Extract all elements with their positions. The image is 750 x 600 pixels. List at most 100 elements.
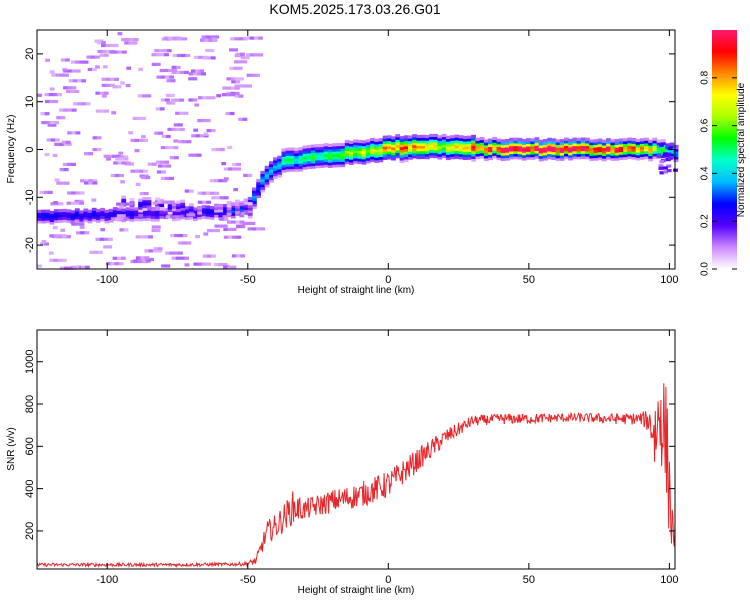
spectrogram-cell [420,150,426,154]
spectrogram-cell [445,146,451,150]
spectrogram-cell [247,199,253,203]
spectrogram-cell [492,155,498,159]
spectrogram-noise [192,153,198,157]
spectrogram-cell [311,160,316,164]
spectrogram-cell [623,148,628,152]
spectrogram-cell [83,219,89,223]
spectrogram-cell [420,134,426,138]
spectrogram-cell [53,217,59,221]
spectrogram-cell [268,169,274,173]
spectrogram-cell [639,153,645,158]
spectrogram-cell [87,209,93,213]
spectrogram-noise [71,131,77,135]
spectrogram-noise [152,249,158,253]
spectrogram-cell [209,208,215,212]
spectrogram-cell [66,217,72,221]
spectrogram-cell [129,218,135,222]
spectrogram-cell [559,139,565,143]
spectrogram-cell [505,154,510,158]
spectrogram-noise [231,265,237,269]
spectrogram-noise [167,127,173,131]
spectrogram-noise [117,161,123,165]
spectrogram-cell [281,169,287,173]
spectrogram-cell [462,141,468,145]
spectrogram-noise [56,116,62,120]
spectrogram-cell [597,146,603,150]
spectrogram-noise [45,121,51,125]
spectrogram-cell [49,216,55,220]
spectrogram-noise [125,38,131,42]
spectrogram-cell [416,153,422,157]
y-tick-label: 200 [24,522,36,540]
spectrogram-cell [58,211,63,215]
spectrogram-cell [669,153,675,157]
spectrogram-cell [631,145,637,150]
spectrogram-cell [462,149,468,153]
spectrogram-cell [635,152,641,156]
spectrogram-cell [298,165,304,169]
spectrogram-cell [315,165,320,169]
spectrogram-noise [81,102,87,106]
spectrogram-noise [108,237,113,241]
spectrogram-cell [412,150,417,154]
spectrogram-noise [107,245,113,249]
spectrogram-cell [370,148,375,152]
spectrogram-cell [311,147,316,151]
spectrogram-cell [298,155,304,159]
spectrogram-cell [268,166,274,170]
spectrogram-noise [103,237,109,241]
spectrogram-cell [281,164,287,168]
spectrogram-noise [79,225,85,229]
spectrogram-noise [129,38,135,42]
spectrogram-cell [627,140,632,144]
spectrogram-cell [184,206,190,210]
spectrogram-noise [165,264,171,268]
spectrogram-noise [67,191,72,195]
spectrogram-cell [517,148,523,152]
spectrogram-cell [290,152,295,156]
spectrogram-cell [568,138,573,143]
spectrogram-noise [234,37,240,41]
spectrogram-cell [176,200,181,204]
spectrogram-cell [374,151,380,156]
spectrogram-cell [521,141,527,145]
spectrogram-noise [74,199,80,203]
spectrogram-noise [240,56,246,60]
spectrogram-cell [416,140,422,144]
spectrogram-cell [412,152,417,156]
spectrogram-cell [416,156,422,160]
spectrogram-cell [239,214,245,218]
spectrogram-cell [644,142,649,147]
spectrogram-noise [66,142,72,146]
spectrogram-cell [399,144,405,148]
spectrogram-cell [538,142,544,146]
spectrogram-noise [205,191,211,195]
spectrogram-cell [260,181,266,185]
spectrogram-cell [134,210,139,214]
spectrogram-cell [370,145,375,149]
spectrogram-cell [285,168,291,172]
spectrogram-noise [236,162,242,167]
spectrogram-cell [108,219,114,223]
spectrogram-noise [158,131,164,135]
snr-series-line [37,383,675,569]
spectrogram-cell [627,145,632,149]
spectrogram-noise [67,162,72,166]
spectrogram-noise [64,73,69,77]
spectrogram-cell [361,161,367,165]
spectrogram-cell [277,155,283,159]
spectrogram-cell [243,209,249,213]
spectrogram-cell [551,141,557,145]
spectrogram-noise [78,199,84,203]
spectrogram-cell [618,148,624,153]
spectrogram-cell [483,147,489,151]
spectrogram-cell [323,151,329,155]
spectrogram-cell [62,219,68,223]
spectrogram-cell [433,139,439,143]
spectrogram-cell [386,148,392,152]
spectrogram-noise [92,179,98,183]
spectrogram-noise [119,228,125,232]
spectrogram-cell [538,145,544,149]
spectrogram-cell [365,141,371,145]
spectrogram-cell [458,148,464,152]
